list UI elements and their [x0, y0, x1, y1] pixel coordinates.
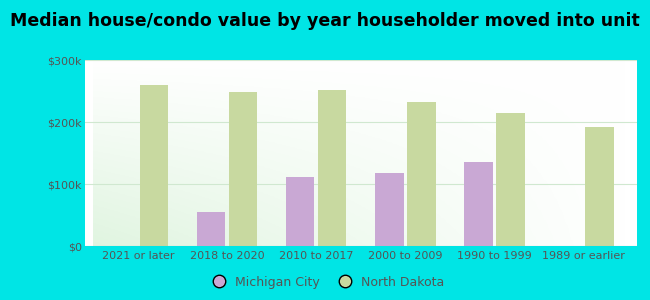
Bar	[496, 113, 525, 246]
Bar	[286, 177, 315, 246]
Legend: Michigan City, North Dakota: Michigan City, North Dakota	[201, 271, 449, 294]
Bar	[140, 85, 168, 246]
Bar	[585, 127, 614, 246]
Bar	[375, 173, 404, 246]
Text: Median house/condo value by year householder moved into unit: Median house/condo value by year househo…	[10, 12, 640, 30]
Bar	[197, 212, 226, 246]
Bar	[318, 90, 346, 246]
Bar	[229, 92, 257, 246]
Bar	[464, 162, 493, 246]
Bar	[407, 101, 436, 246]
